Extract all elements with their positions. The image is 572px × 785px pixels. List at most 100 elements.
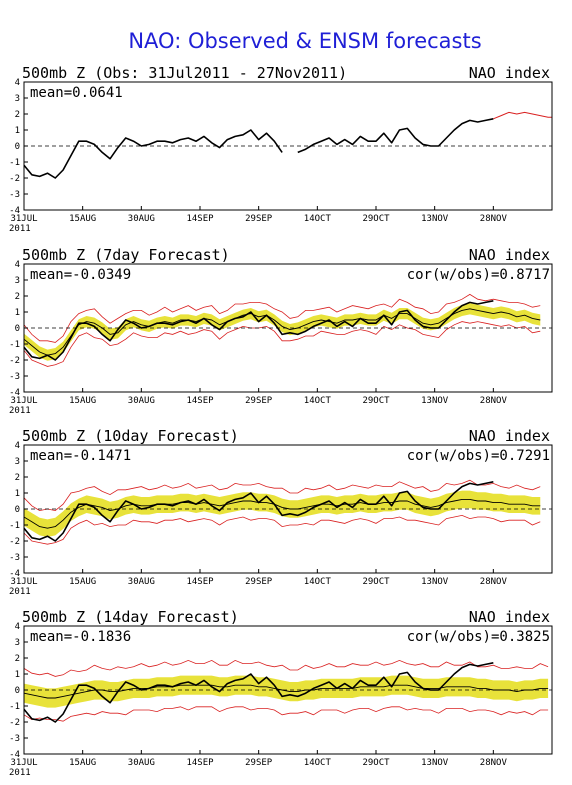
x-tick-label: 30AUG	[128, 214, 155, 224]
figure-title: NAO: Observed & ENSM forecasts	[128, 29, 481, 53]
y-tick-label: 1	[15, 126, 20, 136]
envelope-lower-line	[23, 321, 541, 367]
y-tick-label: 3	[15, 457, 20, 467]
y-tick-label: -2	[9, 718, 20, 728]
y-tick-label: 4	[15, 441, 20, 451]
panel-header-left: 500mb Z (14day Forecast)	[22, 608, 239, 626]
y-tick-label: 0	[15, 505, 20, 515]
panel-header-left: 500mb Z (7day Forecast)	[22, 246, 230, 264]
observed-line	[23, 481, 494, 542]
observed-line	[297, 118, 494, 154]
y-tick-label: -2	[9, 174, 20, 184]
y-tick-label: -4	[9, 388, 20, 398]
x-tick-label: 31JUL	[10, 396, 37, 406]
panel-header-right: NAO index	[469, 64, 550, 82]
chart-panel-3: 500mb Z (10day Forecast) NAO index 4 3 2 1 0 -1…	[9, 427, 553, 597]
chart-panel-2: 500mb Z (7day Forecast) NAO index 4 3 2 1 0 -1 -…	[9, 246, 553, 416]
panel-header-left: 500mb Z (Obs: 31Jul2011 - 27Nov2011)	[22, 64, 347, 82]
x-tick-label: 29OCT	[362, 396, 390, 406]
x-tick-label: 14SEP	[186, 577, 214, 587]
y-tick-label: -1	[9, 702, 20, 712]
x-tick-label: 30AUG	[128, 758, 155, 768]
x-tick-label: 28NOV	[480, 577, 508, 587]
forecast_mean-line	[23, 308, 541, 356]
x-tick-label: 15AUG	[69, 577, 96, 587]
y-tick-label: 0	[15, 686, 20, 696]
panel-header-right: NAO index	[469, 608, 550, 626]
x-tick-label: 13NOV	[421, 396, 449, 406]
envelope-line	[493, 111, 552, 120]
chart-panels: 500mb Z (Obs: 31Jul2011 - 27Nov2011) NAO …	[9, 64, 553, 778]
x-tick-label: 13NOV	[421, 758, 449, 768]
x-tick-label: 31JUL	[10, 214, 37, 224]
envelope-upper-line	[23, 659, 549, 677]
forecast_mean-line	[23, 684, 549, 699]
x-tick-label: 28NOV	[480, 214, 508, 224]
x-tick-label: 14OCT	[304, 577, 332, 587]
x-tick-label: 14SEP	[186, 214, 214, 224]
x-tick-label: 14OCT	[304, 758, 332, 768]
y-tick-label: 3	[15, 276, 20, 286]
x-tick-label: 14OCT	[304, 396, 332, 406]
x-tick-label: 29OCT	[362, 577, 390, 587]
x-tick-label: 29SEP	[245, 577, 273, 587]
x-tick-label: 29SEP	[245, 758, 273, 768]
y-tick-label: -4	[9, 750, 20, 760]
x-tick-label: 30AUG	[128, 396, 155, 406]
y-tick-label: -4	[9, 206, 20, 216]
spread-band	[24, 303, 541, 361]
y-tick-label: 1	[15, 670, 20, 680]
x-tick-label: 15AUG	[69, 396, 96, 406]
observed-line	[23, 662, 494, 723]
x-tick-label: 15AUG	[69, 214, 96, 224]
mean-label: mean=-0.1471	[30, 448, 131, 464]
y-tick-label: -2	[9, 356, 20, 366]
observed-line	[23, 129, 283, 179]
panel-header-left: 500mb Z (10day Forecast)	[22, 427, 239, 445]
envelope-upper-line	[23, 293, 541, 343]
mean-label: mean=-0.0349	[30, 267, 131, 283]
x-tick-label: 29OCT	[362, 214, 390, 224]
x-year-label: 2011	[9, 406, 31, 416]
y-tick-label: -4	[9, 569, 20, 579]
correlation-label: cor(w/obs)=0.3825	[407, 629, 550, 645]
x-tick-label: 28NOV	[480, 758, 508, 768]
y-tick-label: 0	[15, 324, 20, 334]
y-tick-label: 1	[15, 308, 20, 318]
envelope-upper-line	[23, 479, 541, 512]
y-tick-label: -2	[9, 537, 20, 547]
chart-panel-1: 500mb Z (Obs: 31Jul2011 - 27Nov2011) NAO …	[9, 64, 553, 234]
correlation-label: cor(w/obs)=0.8717	[407, 267, 550, 283]
chart-panel-4: 500mb Z (14day Forecast) NAO index 4 3 2 1 0 -1…	[9, 608, 553, 778]
y-tick-label: -3	[9, 553, 20, 563]
x-tick-label: 29OCT	[362, 758, 390, 768]
correlation-label: cor(w/obs)=0.7291	[407, 448, 550, 464]
y-tick-label: 2	[15, 473, 20, 483]
y-tick-label: 1	[15, 489, 20, 499]
x-tick-label: 31JUL	[10, 758, 37, 768]
panel-header-right: NAO index	[469, 427, 550, 445]
panel-header-right: NAO index	[469, 246, 550, 264]
mean-label: mean=-0.1836	[30, 629, 131, 645]
forecast_mean-line	[23, 498, 541, 529]
x-tick-label: 13NOV	[421, 577, 449, 587]
y-tick-label: 2	[15, 654, 20, 664]
y-tick-label: 0	[15, 142, 20, 152]
y-tick-label: 2	[15, 110, 20, 120]
y-tick-label: -1	[9, 340, 20, 350]
envelope-lower-line	[23, 706, 549, 722]
x-tick-label: 30AUG	[128, 577, 155, 587]
x-tick-label: 14OCT	[304, 214, 332, 224]
spread-band	[24, 675, 549, 708]
y-tick-label: 2	[15, 292, 20, 302]
y-tick-label: 3	[15, 94, 20, 104]
y-tick-label: -3	[9, 372, 20, 382]
y-tick-label: 4	[15, 260, 20, 270]
y-tick-label: -3	[9, 190, 20, 200]
x-tick-label: 14SEP	[186, 396, 214, 406]
y-tick-label: 4	[15, 78, 20, 88]
x-tick-label: 28NOV	[480, 396, 508, 406]
y-tick-label: 4	[15, 622, 20, 632]
x-year-label: 2011	[9, 587, 31, 597]
